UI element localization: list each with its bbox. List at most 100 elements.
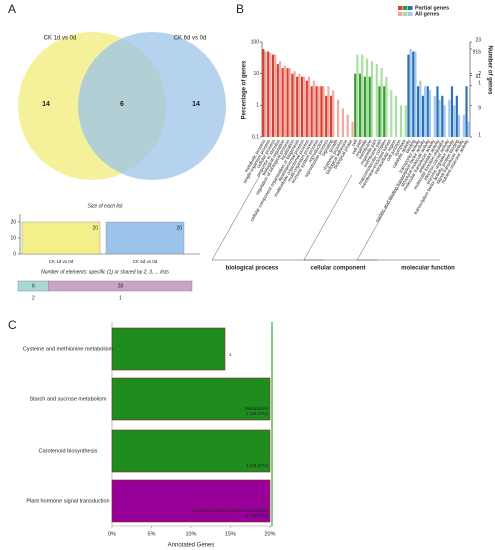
y-tick-label: 0.1 bbox=[252, 134, 259, 140]
x-tick-label: 10% bbox=[185, 531, 196, 537]
shared-by-label: 1 bbox=[119, 295, 122, 301]
bar bbox=[325, 95, 328, 137]
bar bbox=[366, 58, 369, 137]
bar bbox=[462, 114, 465, 137]
bar bbox=[436, 86, 439, 137]
bar bbox=[385, 76, 388, 137]
y-tick-label: 0 bbox=[13, 251, 16, 257]
bar-label: Environmental Information Processing bbox=[192, 508, 269, 513]
bar bbox=[383, 86, 386, 137]
y-tick-label: 10 bbox=[253, 71, 259, 77]
bar-label: 2 (28.57%) bbox=[246, 411, 269, 416]
bar bbox=[419, 80, 422, 137]
bar bbox=[457, 114, 461, 137]
y-tick-label: 100 bbox=[251, 39, 260, 45]
bar bbox=[21, 221, 101, 255]
bar-value-label: 20 bbox=[92, 225, 98, 231]
y-tick-label: Carotenoid biosynthesis bbox=[39, 448, 98, 454]
bar bbox=[370, 61, 374, 137]
bar-label: Metabolism bbox=[245, 406, 268, 411]
legend-swatch bbox=[398, 12, 403, 16]
bar bbox=[414, 51, 417, 137]
bar bbox=[380, 68, 383, 137]
x-tick-label: growth bbox=[328, 138, 339, 153]
bar bbox=[378, 86, 381, 137]
bar bbox=[351, 121, 354, 137]
x-tick-label: 20% bbox=[264, 531, 275, 537]
bar bbox=[409, 49, 412, 138]
bar bbox=[296, 76, 299, 137]
bar bbox=[426, 86, 429, 137]
legend-swatch bbox=[403, 12, 408, 16]
bar bbox=[111, 429, 271, 473]
bar bbox=[346, 114, 349, 137]
bar bbox=[412, 51, 415, 137]
y2-tick-label: 1 bbox=[478, 132, 481, 138]
bar bbox=[276, 64, 279, 137]
bar bbox=[310, 86, 313, 137]
bar-value-label: 20 bbox=[176, 225, 182, 231]
bar bbox=[278, 61, 282, 137]
bar bbox=[329, 95, 333, 137]
bar bbox=[428, 90, 432, 137]
bar bbox=[317, 86, 320, 137]
group-label: molecular function bbox=[401, 266, 455, 272]
bar bbox=[424, 86, 427, 137]
group-label: cellular component bbox=[310, 266, 365, 272]
list-size-title: Size of each list bbox=[87, 203, 123, 209]
bar bbox=[375, 64, 378, 137]
bar bbox=[286, 68, 289, 137]
bar-label: 2 (28.57%) bbox=[246, 463, 269, 468]
bar bbox=[441, 95, 444, 137]
bar bbox=[336, 99, 340, 137]
x-tick-label: CK 1d vs 0d bbox=[49, 259, 74, 264]
bar bbox=[305, 80, 308, 137]
bar bbox=[312, 80, 315, 137]
y2-axis-label: Number of genes bbox=[486, 45, 492, 95]
bar bbox=[288, 68, 291, 137]
venn-circle bbox=[78, 32, 226, 180]
bar bbox=[262, 49, 265, 138]
bar bbox=[271, 54, 275, 137]
bar bbox=[465, 86, 468, 137]
panel-label: C bbox=[8, 318, 17, 332]
strip-segment bbox=[48, 280, 193, 292]
bar bbox=[315, 86, 318, 137]
bar-label: 1 bbox=[229, 352, 232, 357]
x-axis-label: Annotated Genes bbox=[168, 543, 215, 549]
y-tick-label: Cysteine and methionine metabolism bbox=[23, 346, 114, 352]
bar bbox=[443, 105, 446, 137]
bar-label: 2 (28.57%) bbox=[246, 513, 269, 518]
bar bbox=[111, 377, 271, 421]
venn-set-label: CK 1d vs 0d bbox=[44, 36, 77, 42]
legend-swatch bbox=[408, 6, 413, 10]
group-bracket bbox=[356, 174, 440, 261]
y-axis-label: Percentage of genes bbox=[242, 60, 248, 119]
bar bbox=[455, 95, 458, 137]
panel-label: B bbox=[236, 2, 244, 16]
bar bbox=[111, 479, 271, 523]
y-tick-label: Starch and sucrose metabolism bbox=[29, 396, 106, 402]
bar bbox=[404, 105, 407, 137]
venn-set-label: CK 6d vs 0d bbox=[174, 36, 207, 42]
bar bbox=[283, 65, 286, 137]
y2-tick-label: 1 bbox=[478, 81, 481, 87]
bar bbox=[395, 95, 398, 137]
bar bbox=[298, 73, 301, 137]
bar bbox=[363, 76, 366, 137]
y-tick-label: 10 bbox=[10, 235, 16, 241]
bar bbox=[407, 54, 410, 137]
bar bbox=[320, 86, 323, 137]
bar bbox=[322, 86, 325, 137]
group-bracket bbox=[303, 174, 378, 261]
bar bbox=[450, 86, 454, 137]
venn-count: 6 bbox=[120, 101, 124, 108]
bar bbox=[269, 52, 272, 137]
bar bbox=[467, 121, 470, 137]
bar bbox=[354, 73, 357, 137]
segment-count: 6 bbox=[32, 283, 35, 289]
bar bbox=[332, 90, 335, 137]
legend-label: All genes bbox=[415, 11, 439, 17]
